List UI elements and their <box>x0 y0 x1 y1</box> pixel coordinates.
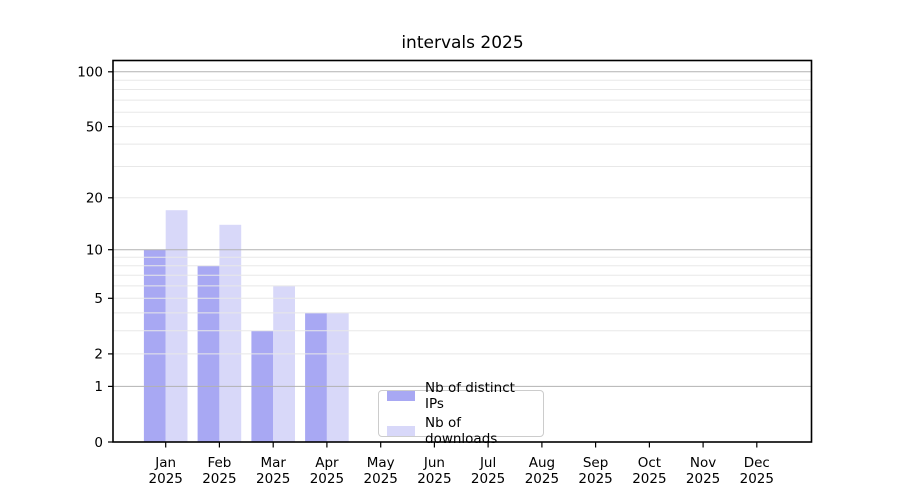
x-tick-label-jan: Jan <box>154 455 176 471</box>
bar-nb-of-downloads-mar <box>273 285 295 442</box>
x-tick-year-apr: 2025 <box>310 471 344 487</box>
x-tick-year-jun: 2025 <box>417 471 451 487</box>
x-tick-label-mar: Mar <box>260 455 286 471</box>
x-tick-year-jul: 2025 <box>471 471 505 487</box>
bar-nb-of-distinct-ips-jan <box>143 249 166 442</box>
chart-title: intervals 2025 <box>401 33 524 53</box>
legend-swatch-downloads <box>387 426 415 436</box>
bar-nb-of-downloads-apr <box>326 312 349 442</box>
legend-swatch-distinct-ips <box>387 391 415 401</box>
x-tick-label-jul: Jul <box>479 455 496 471</box>
x-tick-year-oct: 2025 <box>632 471 666 487</box>
x-tick-year-dec: 2025 <box>740 471 774 487</box>
x-tick-year-feb: 2025 <box>202 471 236 487</box>
x-tick-label-sep: Sep <box>583 455 608 471</box>
y-tick-label-1: 1 <box>94 379 103 395</box>
x-tick-label-feb: Feb <box>207 455 231 471</box>
x-tick-year-mar: 2025 <box>256 471 290 487</box>
x-tick-label-aug: Aug <box>529 455 555 471</box>
plot-border <box>112 59 813 443</box>
x-tick-year-sep: 2025 <box>578 471 612 487</box>
y-tick-label-20: 20 <box>86 191 103 207</box>
y-tick-label-10: 10 <box>86 243 103 259</box>
y-tick-label-5: 5 <box>94 291 103 307</box>
x-tick-label-nov: Nov <box>690 455 716 471</box>
x-tick-year-jan: 2025 <box>149 471 183 487</box>
x-tick-year-nov: 2025 <box>686 471 720 487</box>
legend-label-downloads: Nb of downloads <box>425 415 498 447</box>
x-tick-label-oct: Oct <box>638 455 661 471</box>
legend-item-distinct-ips: Nb of distinct IPs <box>387 380 535 412</box>
x-tick-label-apr: Apr <box>315 455 339 471</box>
y-tick-label-0: 0 <box>94 435 103 451</box>
x-tick-year-aug: 2025 <box>525 471 559 487</box>
legend-item-downloads: Nb of downloads <box>387 415 535 447</box>
bar-nb-of-downloads-feb <box>219 224 242 442</box>
legend: Nb of distinct IPs Nb of downloads <box>378 380 544 447</box>
x-tick-label-may: May <box>367 455 395 471</box>
x-tick-label-dec: Dec <box>744 455 770 471</box>
x-tick-label-jun: Jun <box>423 455 445 471</box>
x-tick-year-may: 2025 <box>364 471 398 487</box>
bar-nb-of-distinct-ips-apr <box>305 312 327 442</box>
y-tick-label-50: 50 <box>86 119 103 135</box>
y-tick-label-2: 2 <box>94 347 103 363</box>
y-tick-label-100: 100 <box>77 65 103 81</box>
bar-nb-of-downloads-jan <box>165 210 188 442</box>
legend-label-distinct-ips: Nb of distinct IPs <box>425 380 515 412</box>
